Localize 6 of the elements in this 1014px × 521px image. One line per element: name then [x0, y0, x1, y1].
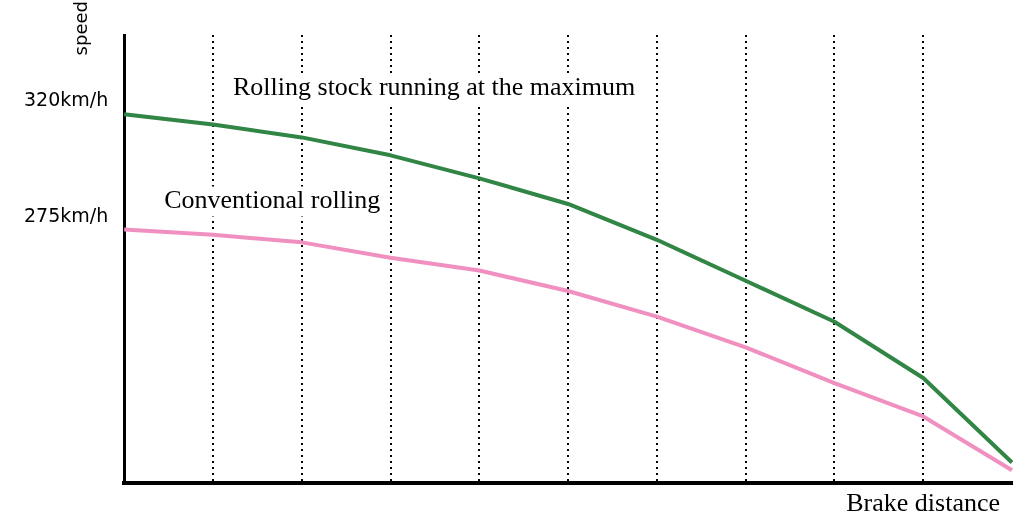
x-axis-title: Brake distance: [846, 487, 1000, 517]
y-tick-label: 275km/h: [23, 203, 109, 226]
y-tick-label: 320km/h: [23, 88, 109, 111]
series-label: Rolling stock running at the maximum: [233, 72, 636, 102]
y-axis-title: speed: [69, 1, 91, 56]
series-label: Conventional rolling: [164, 185, 381, 215]
